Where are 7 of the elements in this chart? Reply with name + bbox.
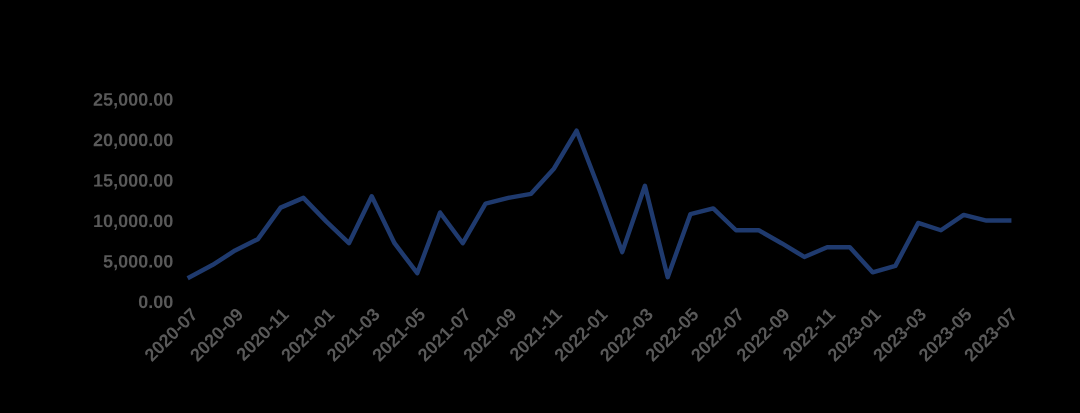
y-tick-label: 20,000.00	[93, 133, 173, 149]
y-tick-label: 25,000.00	[93, 93, 173, 109]
y-tick-label: 0.00	[138, 295, 173, 309]
y-tick-label: 5,000.00	[103, 254, 173, 271]
y-tick-label: 15,000.00	[94, 174, 173, 190]
y-tick-label: 10,000.00	[94, 214, 173, 230]
line-series	[187, 128, 1012, 280]
